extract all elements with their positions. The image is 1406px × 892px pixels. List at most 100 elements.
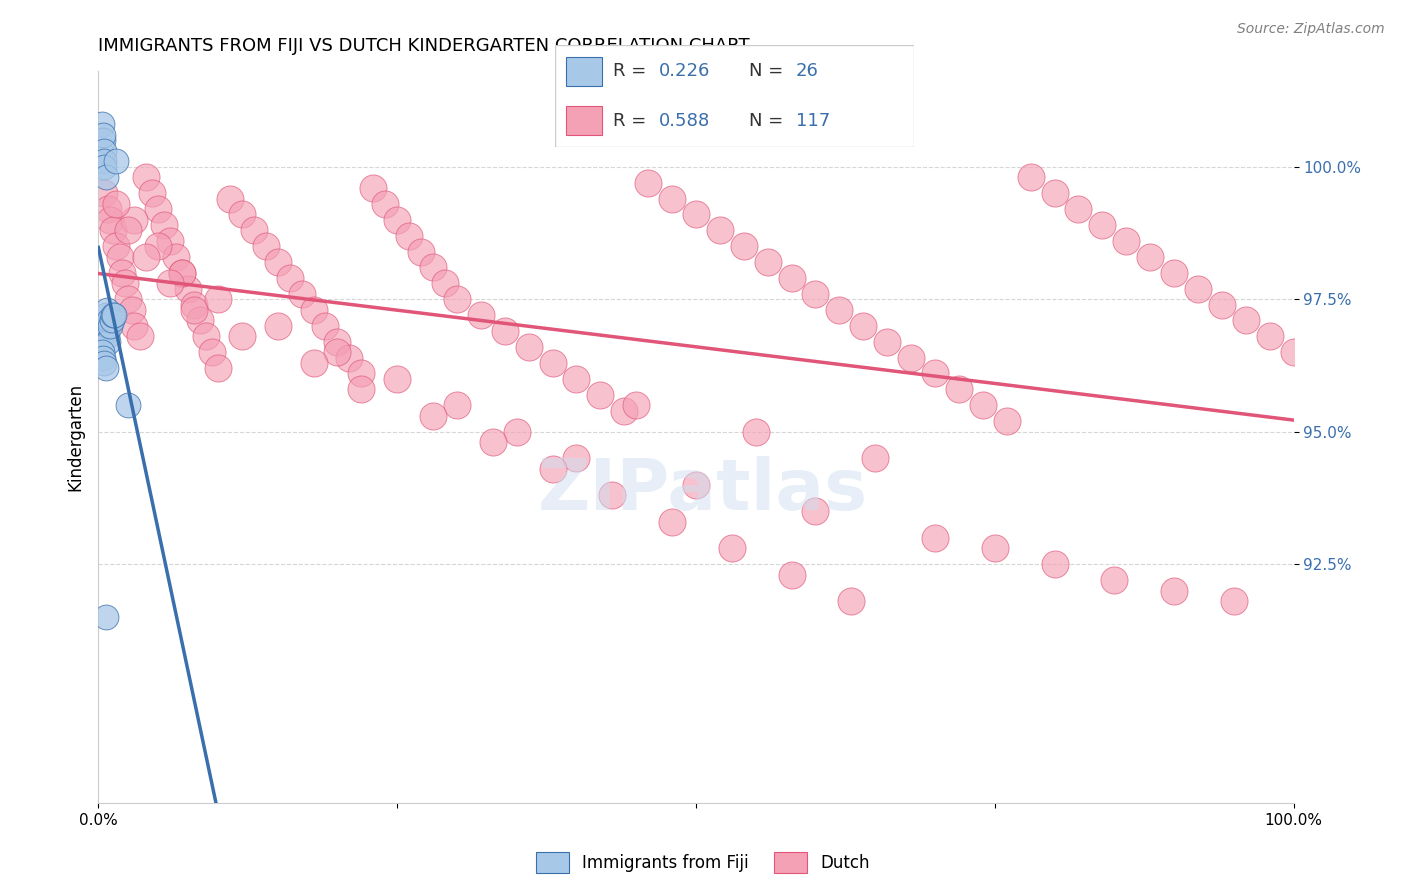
Point	[97, 334, 120, 349]
Point	[96, 302, 118, 317]
Point	[482, 435, 505, 450]
Point	[494, 324, 516, 338]
Point	[709, 223, 731, 237]
Point	[1234, 313, 1257, 327]
Point	[565, 451, 588, 466]
Point	[972, 398, 994, 412]
Point	[91, 345, 114, 359]
Point	[114, 277, 136, 291]
Text: 0.588: 0.588	[659, 112, 710, 129]
Bar	[567, 57, 602, 86]
Point	[1067, 202, 1090, 216]
Point	[135, 170, 157, 185]
Point	[183, 302, 205, 317]
Point	[841, 594, 863, 608]
Point	[1282, 345, 1305, 359]
Point	[685, 477, 707, 491]
Text: ZIPatlas: ZIPatlas	[538, 456, 868, 525]
Point	[626, 398, 648, 412]
Text: R =: R =	[613, 112, 652, 129]
Point	[661, 515, 683, 529]
Point	[159, 234, 181, 248]
Point	[661, 192, 683, 206]
Point	[117, 293, 139, 307]
Point	[995, 414, 1018, 428]
Point	[100, 313, 122, 327]
Point	[183, 297, 205, 311]
Point	[339, 351, 361, 365]
Point	[756, 255, 779, 269]
Point	[254, 239, 277, 253]
Point	[780, 567, 803, 582]
Point	[1258, 329, 1281, 343]
Point	[267, 318, 290, 333]
Point	[117, 223, 139, 237]
Point	[565, 372, 588, 386]
Point	[172, 266, 194, 280]
Point	[1043, 558, 1066, 572]
Point	[201, 345, 224, 359]
Point	[984, 541, 1007, 556]
Point	[91, 351, 114, 365]
Point	[385, 372, 409, 386]
Point	[721, 541, 744, 556]
Point	[243, 223, 266, 237]
Point	[470, 308, 492, 322]
Text: 117: 117	[796, 112, 830, 129]
Point	[446, 398, 468, 412]
Point	[1104, 573, 1126, 587]
Point	[94, 610, 117, 624]
Point	[91, 128, 114, 142]
Point	[159, 277, 181, 291]
Point	[780, 271, 803, 285]
Point	[924, 367, 946, 381]
Point	[141, 186, 163, 201]
Point	[1091, 218, 1114, 232]
Point	[105, 239, 128, 253]
Point	[326, 345, 349, 359]
Point	[117, 398, 139, 412]
Point	[121, 302, 143, 317]
Text: IMMIGRANTS FROM FIJI VS DUTCH KINDERGARTEN CORRELATION CHART: IMMIGRANTS FROM FIJI VS DUTCH KINDERGART…	[98, 37, 749, 54]
Point	[1043, 186, 1066, 201]
Point	[589, 387, 612, 401]
Point	[101, 308, 124, 322]
Point	[637, 176, 659, 190]
Point	[148, 202, 170, 216]
Point	[302, 302, 325, 317]
Text: 0.226: 0.226	[659, 62, 710, 80]
Point	[267, 255, 290, 269]
Point	[124, 212, 146, 227]
Point	[96, 324, 118, 338]
Point	[96, 329, 118, 343]
Point	[350, 383, 373, 397]
Point	[1211, 297, 1233, 311]
Point	[188, 313, 211, 327]
Point	[924, 531, 946, 545]
Point	[685, 207, 707, 221]
Point	[93, 356, 115, 370]
Text: Source: ZipAtlas.com: Source: ZipAtlas.com	[1237, 22, 1385, 37]
Point	[105, 154, 128, 169]
Point	[613, 403, 636, 417]
Point	[97, 202, 120, 216]
Point	[422, 260, 444, 275]
Point	[93, 154, 115, 169]
Point	[91, 133, 114, 147]
Point	[93, 186, 115, 201]
Point	[231, 207, 253, 221]
Legend: Immigrants from Fiji, Dutch: Immigrants from Fiji, Dutch	[529, 846, 877, 880]
Text: N =: N =	[749, 112, 789, 129]
Point	[219, 192, 242, 206]
Point	[108, 250, 131, 264]
Bar	[567, 106, 602, 135]
Point	[148, 239, 170, 253]
Point	[105, 197, 128, 211]
Point	[129, 329, 152, 343]
Point	[97, 318, 120, 333]
Point	[231, 329, 253, 343]
Point	[385, 212, 409, 227]
Point	[195, 329, 218, 343]
Point	[446, 293, 468, 307]
Point	[135, 250, 157, 264]
